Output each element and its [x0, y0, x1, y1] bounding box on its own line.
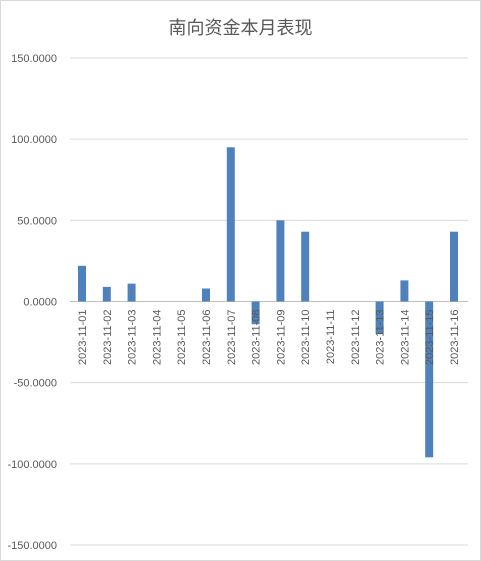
- x-tick-label: 2023-11-01: [77, 310, 89, 365]
- x-tick-label: 2023-11-06: [201, 310, 213, 365]
- y-tick-label: -100.0000: [7, 459, 57, 471]
- bar-2023-11-16: [450, 231, 458, 302]
- bar-2023-11-10: [301, 231, 310, 302]
- x-tick-label: 2023-11-11: [325, 310, 337, 365]
- x-tick-label: 2023-11-13: [375, 310, 387, 365]
- y-tick-label: -150.0000: [7, 540, 57, 552]
- bar-2023-11-03: [127, 283, 136, 302]
- x-tick-label: 2023-11-16: [449, 310, 461, 365]
- x-tick-label: 2023-11-14: [399, 310, 411, 365]
- y-tick-label: 0.0000: [23, 297, 57, 309]
- bar-2023-11-02: [102, 286, 111, 302]
- x-tick-label: 2023-11-15: [424, 310, 436, 365]
- x-tick-label: 2023-11-12: [350, 310, 362, 365]
- y-axis-ticks: 150.0000 100.0000 50.0000 0.0000 -50.0000 -10…: [7, 53, 57, 552]
- x-tick-label: 2023-11-04: [151, 310, 163, 365]
- bar-2023-11-13: [375, 301, 384, 334]
- y-tick-label: 150.0000: [11, 53, 57, 65]
- x-tick-label: 2023-11-05: [176, 310, 188, 365]
- y-tick-label: 100.0000: [11, 134, 57, 146]
- y-tick-label: -50.0000: [14, 378, 57, 390]
- x-tick-label: 2023-11-08: [251, 310, 263, 365]
- x-tick-label: 2023-11-07: [226, 310, 238, 365]
- bar-2023-11-08: [251, 301, 260, 325]
- bar-2023-11-14: [400, 280, 409, 302]
- bar-2023-11-07: [226, 147, 235, 302]
- bar-2023-11-15: [425, 301, 434, 458]
- bars: [78, 147, 458, 458]
- x-tick-label: 2023-11-09: [275, 310, 287, 365]
- bar-2023-11-01: [78, 265, 86, 302]
- bar-2023-11-09: [276, 220, 285, 302]
- bar-2023-11-06: [202, 288, 210, 302]
- y-tick-label: 50.0000: [17, 215, 57, 227]
- x-tick-label: 2023-11-03: [127, 310, 139, 365]
- x-axis-ticks: 2023-11-01 2023-11-02 2023-11-03 2023-11-04…: [77, 310, 461, 365]
- x-tick-label: 2023-11-02: [102, 310, 114, 365]
- chart-title: 南向资金本月表现: [168, 18, 313, 39]
- x-tick-label: 2023-11-10: [300, 310, 312, 365]
